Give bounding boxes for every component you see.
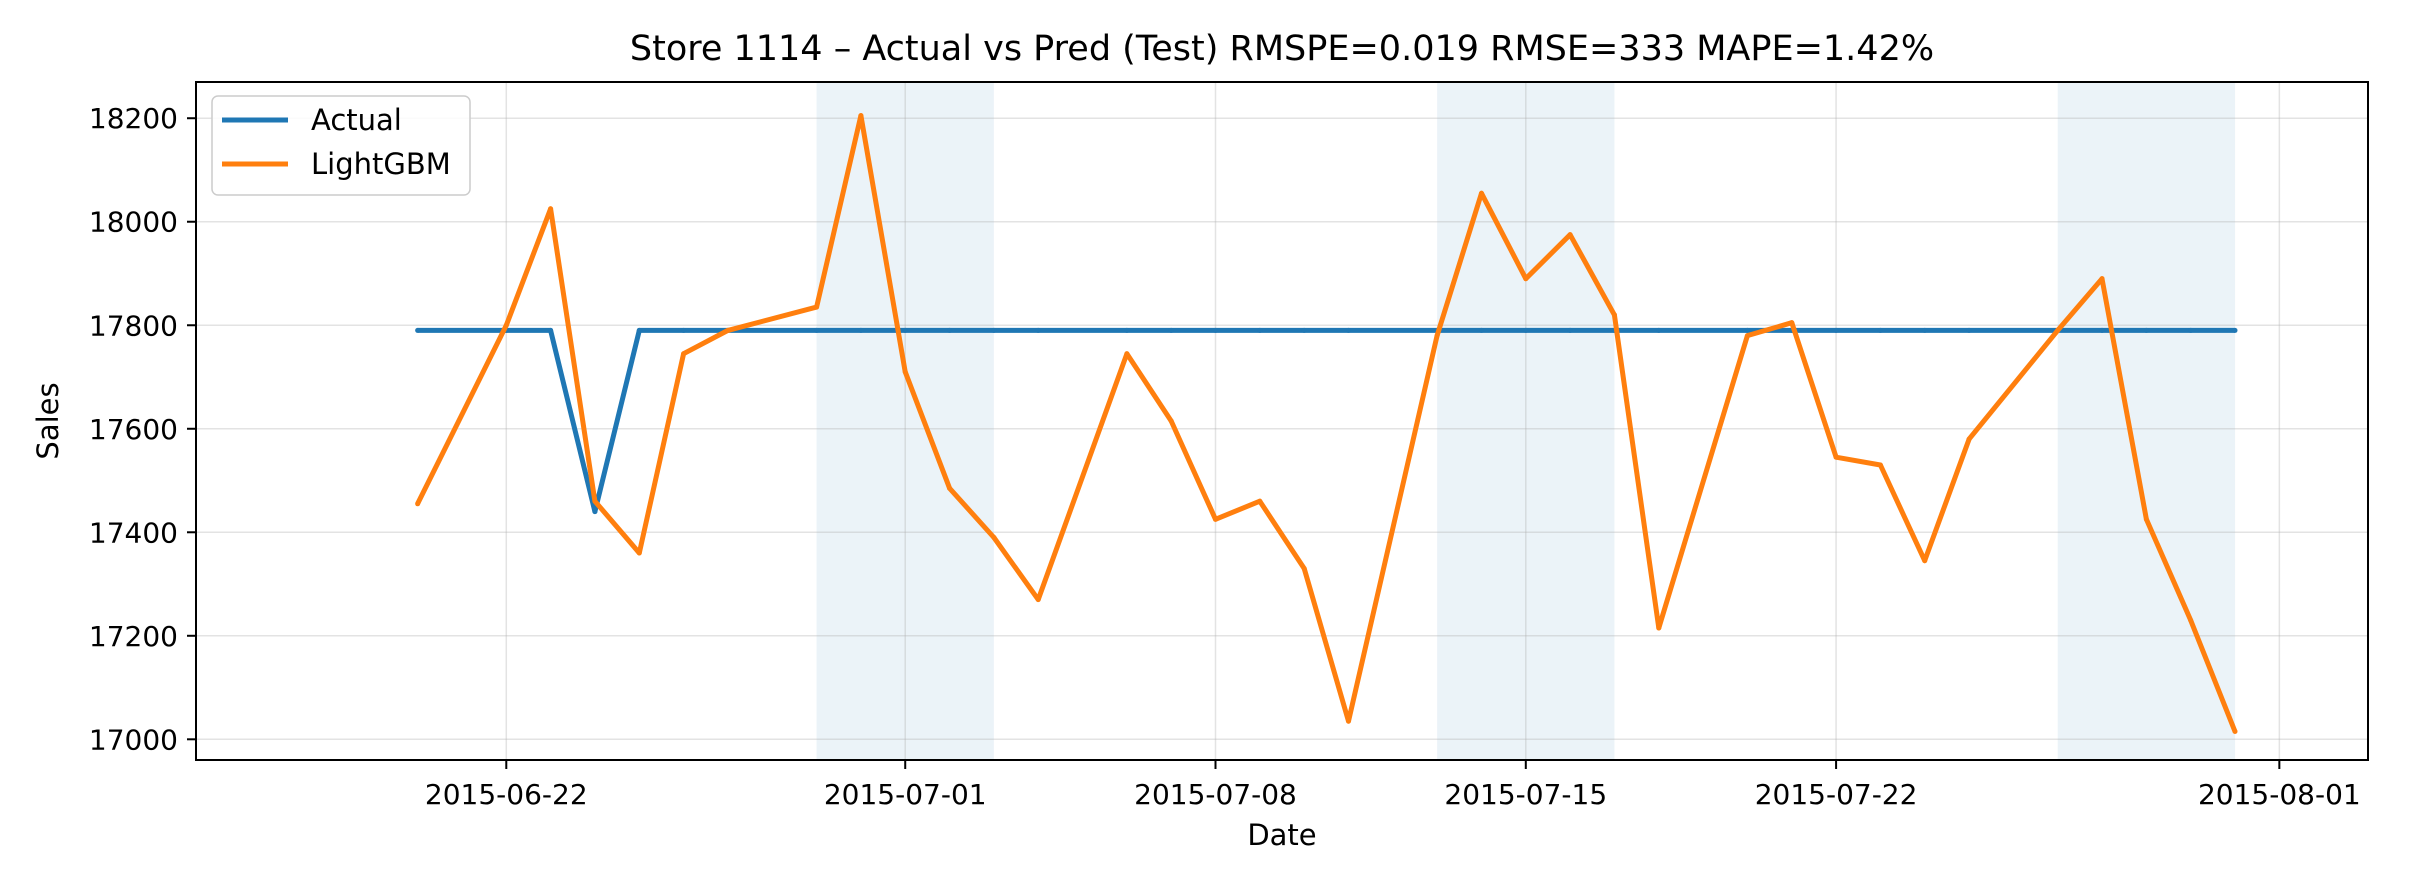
data-point-actual [858, 327, 864, 333]
series-lines [415, 113, 2238, 735]
x-tick-label: 2015-07-15 [1444, 778, 1607, 811]
y-tick-label: 17400 [89, 516, 178, 549]
data-point-actual [1301, 327, 1307, 333]
y-tick-label: 17200 [89, 620, 178, 653]
shaded-period-2 [2057, 82, 2236, 760]
data-point-lightgbm [1478, 190, 1484, 196]
data-point-actual [814, 327, 820, 333]
shaded-periods [816, 82, 2236, 760]
data-point-lightgbm [2099, 276, 2105, 282]
y-axis-ticks: 17000 17200 17400 17600 17800 18000 18200 [89, 102, 196, 756]
data-point-actual [548, 327, 554, 333]
data-point-lightgbm [681, 351, 687, 357]
data-point-lightgbm [1567, 232, 1573, 238]
data-point-lightgbm [1656, 625, 1662, 631]
y-tick-label: 17600 [89, 413, 178, 446]
data-point-lightgbm [592, 498, 598, 504]
grid [196, 82, 2368, 760]
data-point-lightgbm [858, 113, 864, 119]
data-point-lightgbm [636, 550, 642, 556]
data-point-actual [592, 509, 598, 515]
data-point-lightgbm [1523, 276, 1529, 282]
y-tick-label: 17800 [89, 309, 178, 342]
y-tick-label: 17000 [89, 723, 178, 756]
data-point-lightgbm [991, 534, 997, 540]
data-point-actual [2232, 327, 2238, 333]
data-point-actual [1656, 327, 1662, 333]
y-axis-label: Sales [31, 382, 65, 459]
data-point-lightgbm [503, 322, 509, 328]
plot-frame [195, 81, 2369, 761]
data-point-lightgbm [725, 327, 731, 333]
data-point-actual [1567, 327, 1573, 333]
data-point-actual [1213, 327, 1219, 333]
data-point-actual [1877, 327, 1883, 333]
data-point-actual [415, 327, 421, 333]
data-point-actual [681, 327, 687, 333]
data-point-lightgbm [1257, 498, 1263, 504]
data-point-lightgbm [1035, 597, 1041, 603]
data-point-actual [1257, 327, 1263, 333]
data-point-lightgbm [1966, 436, 1972, 442]
legend-label-actual: Actual [311, 103, 402, 137]
data-point-actual [1833, 327, 1839, 333]
data-point-lightgbm [1434, 333, 1440, 339]
x-tick-label: 2015-07-22 [1755, 778, 1918, 811]
data-point-actual [2143, 327, 2149, 333]
data-point-actual [1523, 327, 1529, 333]
data-point-lightgbm [1833, 454, 1839, 460]
data-point-actual [1124, 327, 1130, 333]
data-point-lightgbm [2143, 516, 2149, 522]
y-tick-label: 18200 [89, 102, 178, 135]
data-point-actual [947, 327, 953, 333]
data-point-actual [1744, 327, 1750, 333]
legend: Actual LightGBM [211, 95, 471, 196]
shaded-period-0 [816, 82, 994, 760]
data-point-actual [1966, 327, 1972, 333]
data-point-lightgbm [1124, 351, 1130, 357]
data-point-lightgbm [2188, 617, 2194, 623]
series-line-actual [417, 327, 2235, 515]
data-point-lightgbm [1877, 462, 1883, 468]
data-point-actual [902, 327, 908, 333]
data-point-lightgbm [902, 369, 908, 375]
data-point-lightgbm [1789, 320, 1795, 326]
data-point-lightgbm [947, 485, 953, 491]
data-point-actual [991, 327, 997, 333]
x-tick-label: 2015-08-01 [2198, 778, 2361, 811]
data-point-actual [2188, 327, 2194, 333]
data-point-actual [1345, 327, 1351, 333]
data-point-lightgbm [415, 501, 421, 507]
data-point-actual [2099, 327, 2105, 333]
x-axis-ticks: 2015-06-22 2015-07-01 2015-07-08 2015-07-15… [425, 760, 2361, 811]
data-point-lightgbm [1611, 312, 1617, 318]
legend-label-lightgbm: LightGBM [311, 147, 451, 181]
x-tick-label: 2015-07-01 [824, 778, 987, 811]
data-point-actual [1168, 327, 1174, 333]
y-tick-label: 18000 [89, 206, 178, 239]
data-point-lightgbm [1744, 333, 1750, 339]
x-axis-label: Date [1247, 818, 1316, 852]
data-point-lightgbm [1301, 566, 1307, 572]
data-point-lightgbm [1213, 516, 1219, 522]
x-tick-label: 2015-07-08 [1134, 778, 1297, 811]
chart-title: Store 1114 – Actual vs Pred (Test) RMSPE… [630, 29, 1934, 69]
data-point-actual [1478, 327, 1484, 333]
data-point-actual [636, 327, 642, 333]
series-line-lightgbm [415, 113, 2238, 733]
data-point-lightgbm [548, 206, 554, 212]
x-tick-label: 2015-06-22 [425, 778, 588, 811]
data-point-lightgbm [1345, 718, 1351, 724]
data-point-actual [1035, 327, 1041, 333]
data-point-lightgbm [1168, 418, 1174, 424]
data-point-lightgbm [2055, 327, 2061, 333]
shaded-period-1 [1437, 82, 1615, 760]
data-point-lightgbm [2232, 729, 2238, 735]
data-point-lightgbm [1922, 558, 1928, 564]
data-point-actual [1922, 327, 1928, 333]
data-point-lightgbm [814, 304, 820, 310]
